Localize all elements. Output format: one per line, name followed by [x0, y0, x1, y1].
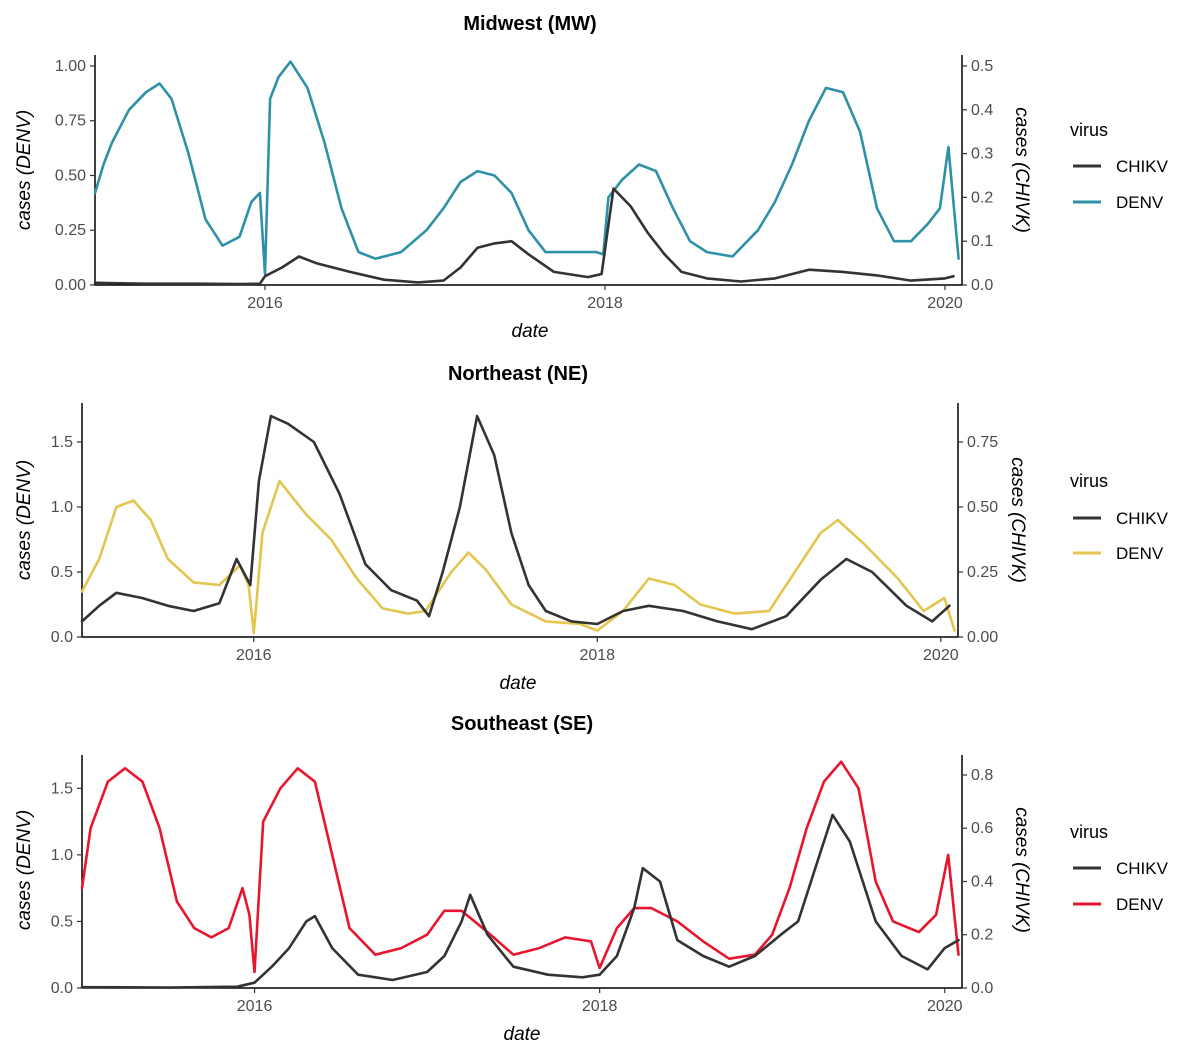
chart-title: Northeast (NE) — [448, 363, 588, 385]
x-tick-label: 2016 — [236, 647, 272, 664]
x-axis-label: date — [504, 1024, 541, 1044]
x-tick-label: 2018 — [579, 647, 615, 664]
y-tick-label-left: 0.5 — [51, 913, 73, 930]
y-tick-label-right: 0.3 — [971, 146, 993, 163]
y-tick-label-left: 1.0 — [51, 499, 73, 516]
x-tick-label: 2016 — [237, 998, 273, 1015]
legend-label-chikv: CHIKV — [1116, 859, 1169, 878]
y-tick-label-right: 0.6 — [971, 820, 993, 837]
y-tick-label-left: 0.0 — [51, 980, 73, 997]
legend: virus CHIKV DENV — [1070, 822, 1169, 914]
series-line-chikv — [80, 813, 960, 989]
y-tick-label-right: 0.5 — [971, 58, 993, 75]
y-tick-label-right: 0.25 — [967, 564, 998, 581]
y-tick-label-left: 1.5 — [51, 780, 73, 797]
legend-title: virus — [1070, 822, 1108, 842]
y-tick-label-left: 1.00 — [55, 58, 86, 75]
x-tick-label: 2018 — [587, 295, 623, 312]
y-axis-label-left: cases (DENV) — [14, 810, 35, 930]
x-axis-label: date — [512, 321, 549, 342]
legend-label-denv: DENV — [1116, 544, 1164, 563]
y-tick-label-right: 0.50 — [967, 499, 998, 516]
y-tick-label-left: 1.5 — [51, 434, 73, 451]
x-tick-label: 2016 — [247, 295, 283, 312]
chart-title: Southeast (SE) — [451, 713, 593, 735]
y-tick-label-right: 0.0 — [971, 980, 993, 997]
panel-midwest: Midwest (MW) cases (DENV) cases (CHIVK) … — [14, 13, 1169, 342]
legend-label-chikv: CHIKV — [1116, 157, 1169, 176]
series-line-denv — [80, 760, 960, 974]
y-tick-label-right: 0.2 — [971, 189, 993, 206]
y-tick-label-right: 0.8 — [971, 767, 993, 784]
y-axis-label-left: cases (DENV) — [14, 460, 35, 580]
y-tick-label-right: 0.2 — [971, 927, 993, 944]
legend-title: virus — [1070, 120, 1108, 140]
y-tick-label-left: 0.00 — [55, 277, 86, 294]
legend: virus CHIKV DENV — [1070, 120, 1169, 212]
y-tick-label-left: 0.0 — [51, 629, 73, 646]
x-tick-label: 2018 — [582, 998, 618, 1015]
y-tick-label-left: 0.75 — [55, 113, 86, 130]
legend-title: virus — [1070, 471, 1108, 491]
chart-title: Midwest (MW) — [463, 13, 596, 35]
legend: virus CHIKV DENV — [1070, 471, 1169, 563]
y-tick-label-right: 0.0 — [971, 277, 993, 294]
y-axis-label-right: cases (CHIVK) — [1011, 807, 1032, 933]
x-tick-label: 2020 — [923, 647, 959, 664]
legend-label-denv: DENV — [1116, 193, 1164, 212]
y-axis-label-right: cases (CHIVK) — [1011, 107, 1032, 233]
series-line-chikv — [93, 187, 955, 286]
series-line-denv — [80, 479, 956, 635]
x-tick-label: 2020 — [927, 295, 963, 312]
series-line-denv — [93, 60, 960, 276]
legend-label-chikv: CHIKV — [1116, 509, 1169, 528]
y-tick-label-left: 1.0 — [51, 847, 73, 864]
panel-northeast: Northeast (NE) cases (DENV) cases (CHIVK… — [14, 363, 1169, 694]
y-tick-label-right: 0.1 — [971, 233, 993, 250]
y-tick-label-right: 0.75 — [967, 434, 998, 451]
x-tick-label: 2020 — [927, 998, 963, 1015]
y-tick-label-right: 0.4 — [971, 102, 993, 119]
y-tick-label-left: 0.50 — [55, 167, 86, 184]
y-tick-label-right: 0.00 — [967, 629, 998, 646]
y-tick-label-left: 0.5 — [51, 564, 73, 581]
x-axis-label: date — [500, 673, 537, 694]
y-axis-label-right: cases (CHIVK) — [1007, 457, 1028, 583]
series-line-chikv — [80, 414, 951, 631]
y-axis-label-left: cases (DENV) — [14, 110, 35, 230]
legend-label-denv: DENV — [1116, 895, 1164, 914]
y-tick-label-left: 0.25 — [55, 222, 86, 239]
y-tick-label-right: 0.4 — [971, 873, 993, 890]
panel-southeast: Southeast (SE) cases (DENV) cases (CHIVK… — [14, 713, 1169, 1044]
